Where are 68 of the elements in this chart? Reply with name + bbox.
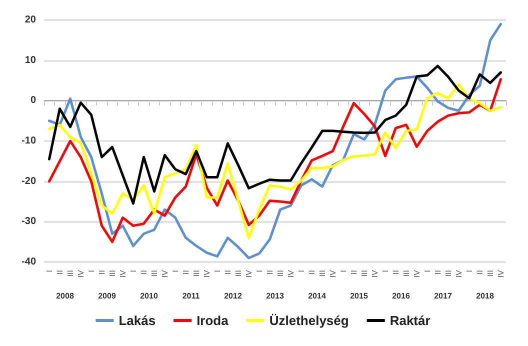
text: 2015 [350, 292, 368, 300]
y-tick-label: 20 [24, 14, 36, 26]
x-tick-label: I [422, 270, 432, 272]
x-tick-label: I [86, 270, 96, 272]
text: 2010 [140, 292, 158, 300]
y-tick-label: -30 [22, 216, 36, 228]
x-tick-label: IV [76, 269, 86, 278]
text: 2014 [308, 292, 326, 300]
x-tick-label: II [391, 270, 400, 274]
x-tick-label: I [44, 270, 54, 272]
x-tick-label: I [212, 270, 222, 272]
text: 2016 [392, 292, 410, 300]
x-tick-label: II [139, 270, 148, 274]
line-series [48, 22, 502, 260]
x-tick-label: IV [286, 269, 296, 278]
x-tick-label: III [276, 270, 285, 277]
x-tick-label: IV [328, 269, 338, 278]
text: 2018 [476, 292, 494, 300]
x-tick-label: II [475, 270, 484, 274]
x-tick-label: III [66, 270, 75, 277]
y-tick-label: -40 [22, 256, 36, 268]
y-tick-label: 10 [24, 54, 36, 66]
x-tick-label: II [265, 270, 274, 274]
line-series [48, 64, 502, 205]
x-tick-label: III [444, 270, 453, 277]
x-tick-label: III [234, 270, 243, 277]
x-tick-label: IV [202, 269, 212, 278]
text: 2013 [266, 292, 284, 300]
x-tick-label: I [338, 270, 348, 272]
x-tick-label: III [402, 270, 411, 277]
y-tick-label: 0 [30, 95, 36, 106]
x-tick-label: I [128, 270, 138, 272]
x-tick-label: IV [496, 269, 506, 278]
x-tick-label: II [349, 270, 358, 274]
x-tick-label: II [307, 270, 316, 274]
x-tick-label: II [97, 270, 106, 274]
x-tick-label: IV [412, 269, 422, 278]
text: 2009 [98, 292, 116, 300]
x-tick-label: IV [244, 269, 254, 278]
text: 2011 [182, 292, 200, 300]
legend-label: Üzlethelység [269, 313, 349, 328]
x-tick-label: III [150, 270, 159, 277]
x-tick-label: III [108, 270, 117, 277]
legend-label: Raktár [390, 313, 430, 328]
x-tick-label: II [223, 270, 232, 274]
x-tick-label: I [464, 270, 474, 272]
x-tick-label: IV [454, 269, 464, 278]
x-tick-label: III [360, 270, 369, 277]
legend-label: Iroda [196, 313, 230, 328]
text: 2017 [434, 292, 452, 300]
x-tick-label: II [433, 270, 442, 274]
x-tick-label: IV [370, 269, 380, 278]
x-tick-label: II [55, 270, 64, 274]
x-tick-label: IV [118, 269, 128, 278]
x-tick-label: I [296, 270, 306, 272]
text: 2008 [56, 292, 74, 300]
text: 2012 [224, 292, 242, 300]
x-tick-label: III [192, 270, 201, 277]
x-tick-label: II [181, 270, 190, 274]
x-tick-label: III [318, 270, 327, 277]
y-tick-label: -20 [22, 176, 36, 187]
y-tick-label: -10 [22, 136, 36, 146]
x-tick-label: I [254, 270, 264, 272]
x-tick-label: I [170, 270, 180, 272]
x-tick-label: IV [160, 269, 170, 278]
legend-label: Lakás [118, 313, 156, 328]
x-tick-label: III [486, 270, 495, 277]
x-tick-label: I [380, 270, 390, 272]
